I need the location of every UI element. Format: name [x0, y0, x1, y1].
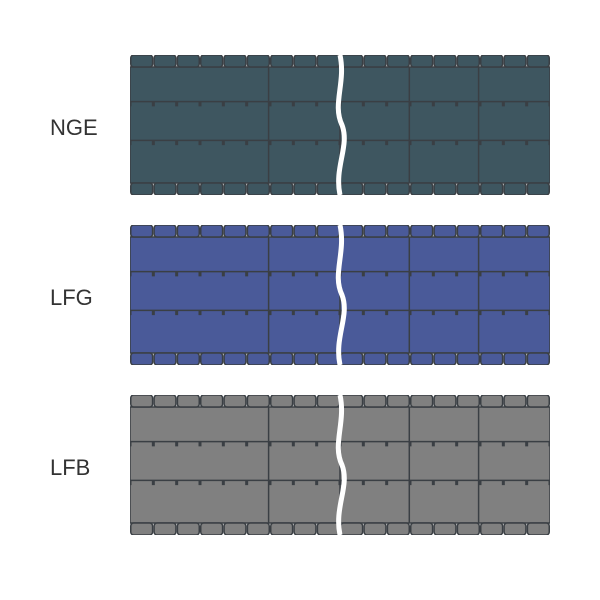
- belt-swatch: [130, 55, 550, 200]
- material-code-label: LFG: [50, 285, 93, 311]
- material-code-label: LFB: [50, 455, 90, 481]
- material-swatch-chart: NGE LFG LFB: [0, 0, 600, 600]
- belt-swatch: [130, 225, 550, 370]
- belt-swatch: [130, 395, 550, 540]
- material-code-label: NGE: [50, 115, 98, 141]
